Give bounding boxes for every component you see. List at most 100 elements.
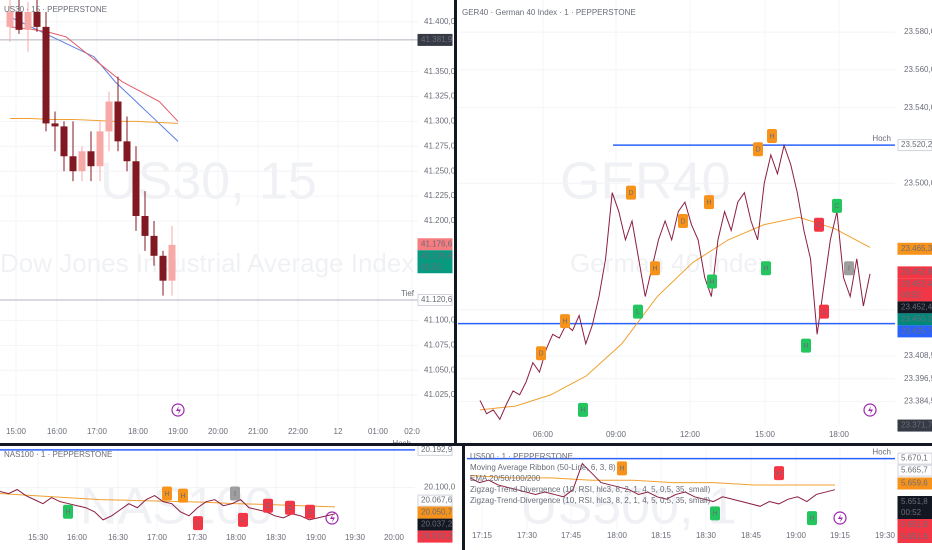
alert-icon xyxy=(171,403,185,417)
candle-body xyxy=(51,123,59,127)
signal-marker xyxy=(678,214,688,228)
signal-marker xyxy=(710,506,720,521)
time-label: 18:00 xyxy=(607,531,628,540)
moving-average xyxy=(479,216,871,411)
y-tick-label: 20.100,0 xyxy=(424,483,456,492)
price-tag xyxy=(417,518,453,531)
alert-icon-bolt xyxy=(176,406,181,415)
price-tag-label: 20.050,7 xyxy=(421,508,453,517)
price-tag xyxy=(417,293,453,306)
alert-icon-bolt xyxy=(838,514,843,523)
signal-marker xyxy=(774,466,784,481)
price-tag-label: 20.037,2 xyxy=(421,520,453,529)
y-tick-label: 41.350,0 xyxy=(424,67,456,76)
y-tick-label: 41.075,0 xyxy=(424,340,456,349)
time-label: 15:00 xyxy=(6,427,27,436)
time-label: 12 xyxy=(334,427,343,436)
signal-marker-label: L xyxy=(636,309,640,316)
price-tag-label: 41.120,6 xyxy=(421,295,453,304)
candle-body xyxy=(150,235,158,256)
price-tag-label: 23.371,7 xyxy=(901,421,932,430)
countdown: 00:52 xyxy=(901,290,922,299)
price-tag xyxy=(897,496,932,520)
time-label: 19:30 xyxy=(345,533,366,542)
price-tag-label: 23.452,8 xyxy=(901,267,932,276)
symbol-title: US30 · 15 · PEPPERSTONE xyxy=(4,5,107,14)
signal-marker xyxy=(704,195,714,210)
candle-body xyxy=(105,101,113,132)
price-tag-label: 41.176,6 xyxy=(421,239,453,248)
y-tick-label: 23.560,0 xyxy=(904,65,932,74)
moving-average xyxy=(469,474,835,486)
time-label: 16:00 xyxy=(47,427,68,436)
signal-marker-label: H xyxy=(580,407,585,414)
time-label: 19:00 xyxy=(786,531,807,540)
price-tag xyxy=(897,313,932,326)
price-tag-label: 23.450,2 xyxy=(901,314,932,323)
y-tick-label: 41.100,0 xyxy=(424,316,456,325)
signal-marker xyxy=(633,304,643,319)
time-label: 09:00 xyxy=(606,430,627,439)
signal-marker xyxy=(753,142,763,157)
price-tag-label: 5.659,6 xyxy=(901,479,928,488)
candle-body xyxy=(96,131,104,167)
y-tick-label: 41.225,0 xyxy=(424,191,456,200)
signal-marker-label: H xyxy=(180,493,185,500)
time-label: 20:00 xyxy=(384,533,405,542)
signal-marker xyxy=(162,486,172,501)
signal-marker-label: C xyxy=(816,222,821,229)
signal-marker xyxy=(578,402,588,417)
level-label: Hoch xyxy=(872,134,891,143)
signal-marker-label: H xyxy=(65,509,70,516)
price-tag xyxy=(897,266,932,279)
price-tag xyxy=(417,494,453,507)
countdown: 01:52 xyxy=(421,262,442,271)
candle-body xyxy=(141,215,149,236)
alert-icon xyxy=(863,403,877,417)
time-label: 15:00 xyxy=(755,430,776,439)
divider xyxy=(454,0,457,444)
alert-icon xyxy=(833,511,847,525)
signal-marker xyxy=(707,274,717,289)
y-tick-label: 23.580,0 xyxy=(904,27,932,36)
candle-body xyxy=(132,161,140,216)
candle-body xyxy=(69,156,77,172)
chart-panel: US500, 1 17:15 17:30 17:45 18:00 18:15 18:30 18… xyxy=(467,447,932,544)
signal-marker xyxy=(650,261,660,276)
time-label: 17:30 xyxy=(517,531,538,540)
price-tag-label: 5.670,1 xyxy=(901,454,928,463)
price-tag xyxy=(417,33,453,46)
time-label: 21:00 xyxy=(248,427,269,436)
time-label: 18:45 xyxy=(741,531,762,540)
signal-marker-label: C xyxy=(287,505,292,512)
price-tag xyxy=(417,530,453,543)
time-label: 06:00 xyxy=(533,430,554,439)
signal-marker-label: H xyxy=(803,343,808,350)
watermark: US500, 1 xyxy=(520,478,737,536)
signal-marker-label: H xyxy=(652,266,657,273)
price-tag-label: 23.452,4 xyxy=(901,302,932,311)
signal-marker-label: L xyxy=(822,309,826,316)
time-label: 18:30 xyxy=(266,533,287,542)
y-tick-label: 41.050,0 xyxy=(424,365,456,374)
alert-icon-bolt xyxy=(868,406,873,415)
watermark-subtitle: German 40 Index xyxy=(570,248,771,278)
symbol-title: US500 · 1 · PEPPERSTONE xyxy=(470,452,573,461)
indicator-legend: Zigzag-Trend-Divergence (10, RSI, hlc3, … xyxy=(470,496,711,505)
signal-marker-label: L xyxy=(196,520,200,527)
price-tag-label: 20.192,9 xyxy=(421,445,453,454)
signal-marker-label: H xyxy=(776,470,781,477)
signal-marker-label: D xyxy=(628,190,633,197)
signal-marker-label: D xyxy=(538,351,543,358)
price-tag xyxy=(897,139,932,152)
signal-marker-label: D xyxy=(680,218,685,225)
candle-body xyxy=(60,126,68,157)
time-label: 19:15 xyxy=(830,531,851,540)
signal-marker xyxy=(626,185,636,200)
time-label: 18:00 xyxy=(128,427,149,436)
signal-marker xyxy=(767,129,777,143)
y-tick-label: 41.025,0 xyxy=(424,390,456,399)
signal-marker-label: H xyxy=(619,466,624,473)
moving-average xyxy=(9,26,179,122)
